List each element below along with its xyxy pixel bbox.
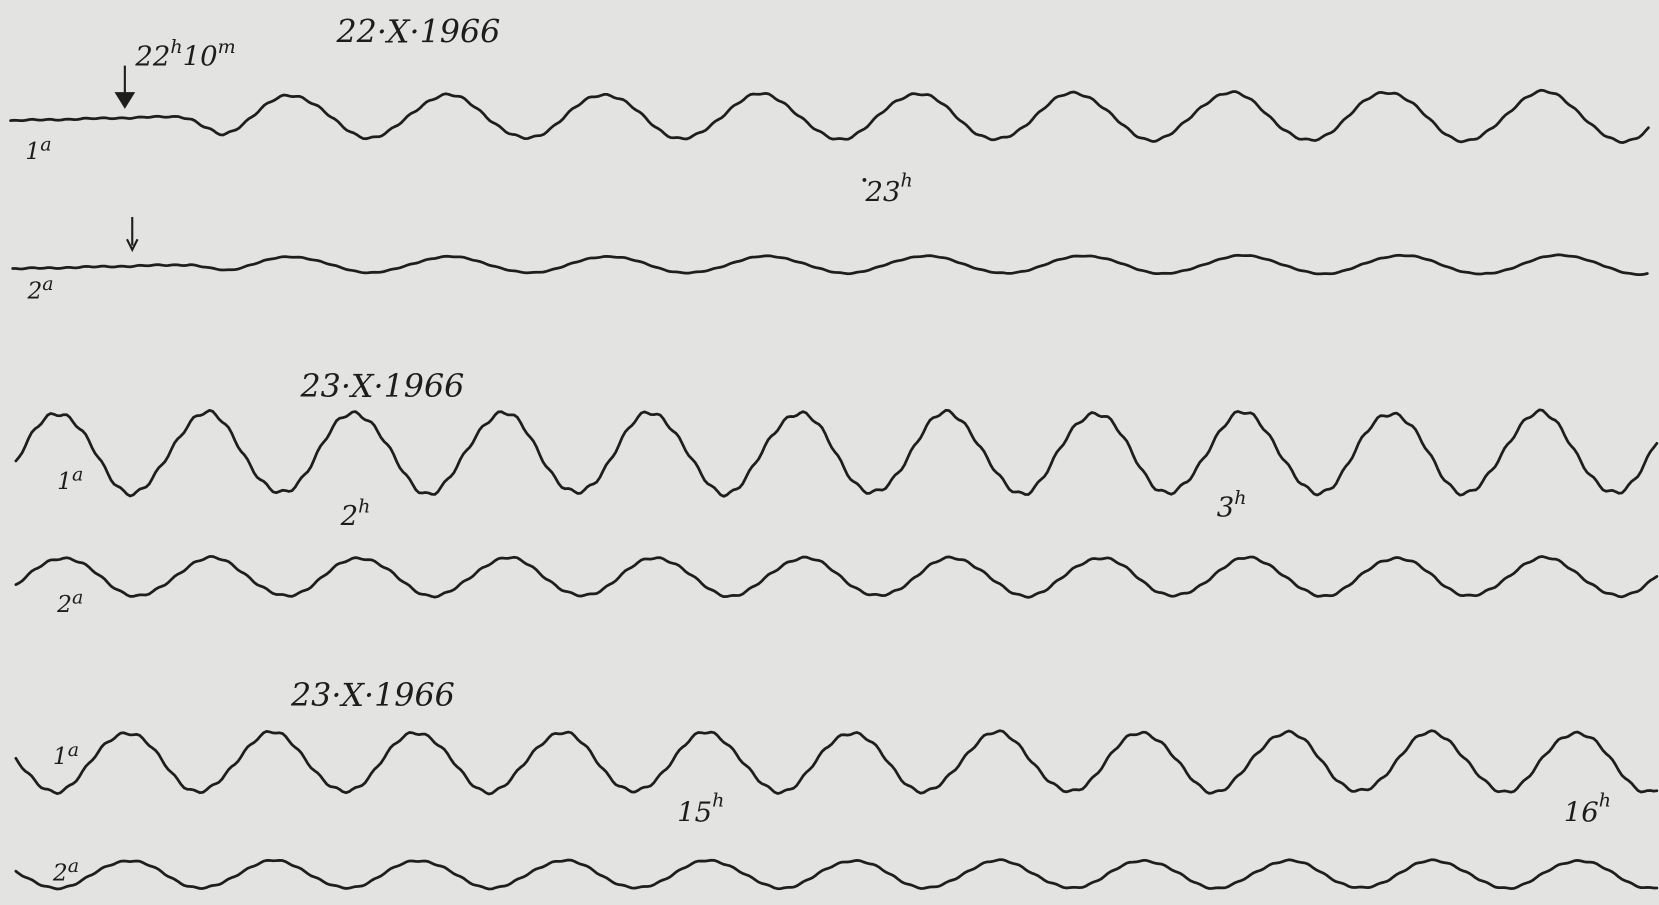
hour: 22	[134, 41, 170, 73]
trace-suffix: a	[68, 739, 79, 761]
hour-unit: h	[1599, 790, 1611, 812]
hour: 2	[340, 500, 358, 532]
trace-number: 2	[27, 277, 43, 304]
trace-number: 1	[57, 468, 72, 495]
figure: 22·X·1966 22h10m 1a 23h 2a 23·X·1966 1a …	[0, 0, 1659, 905]
hour-unit: h	[712, 790, 724, 812]
hour-unit: h	[900, 169, 912, 191]
hour: 16	[1564, 796, 1599, 828]
trace-number: 1	[25, 138, 40, 165]
page: 22·X·1966 22h10m 1a 23h 2a 23·X·1966 1a …	[0, 0, 1659, 905]
trace-number: 2	[56, 591, 72, 618]
hour-unit: h	[358, 495, 370, 517]
hour-unit: h	[1234, 487, 1246, 509]
hour: 3	[1217, 492, 1234, 524]
trace-number: 1	[53, 743, 68, 770]
date: 23·X·1966	[299, 369, 464, 405]
minute: 10	[183, 41, 218, 73]
paper	[0, 0, 1659, 905]
trace-suffix: a	[72, 464, 83, 486]
hour: 15	[677, 796, 712, 828]
date: 23·X·1966	[290, 678, 455, 714]
trace-suffix: a	[72, 586, 83, 608]
hour-unit: h	[170, 36, 182, 58]
trace-number: 2	[52, 860, 68, 887]
trace-suffix: a	[68, 855, 79, 877]
minute-unit: m	[218, 36, 236, 58]
trace-suffix: a	[40, 133, 51, 155]
trace-suffix: a	[42, 273, 53, 295]
hour: 23	[864, 176, 900, 208]
date: 22·X·1966	[335, 14, 500, 50]
